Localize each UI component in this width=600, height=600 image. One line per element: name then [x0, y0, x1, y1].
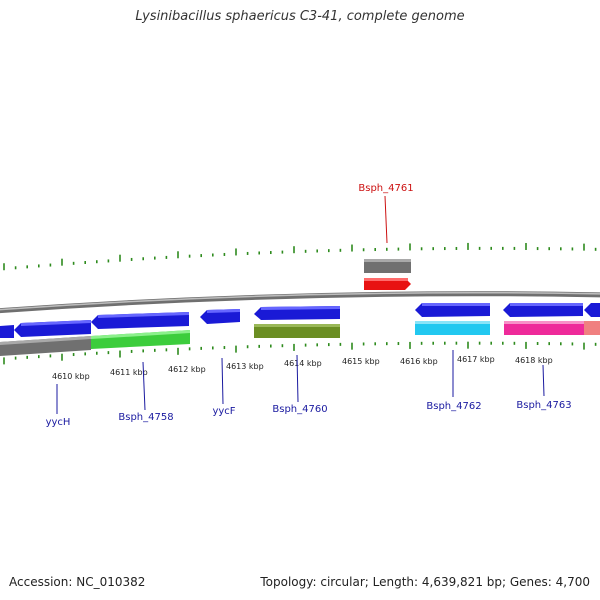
gene-arrow-1[interactable] — [0, 325, 14, 338]
feature-bar-gray[interactable] — [0, 336, 91, 356]
line-Bsph_4763 — [542, 364, 545, 397]
pos-label-4612: 4612 kbp — [168, 365, 206, 374]
gene-arrow-Bsph_4763[interactable] — [503, 303, 583, 317]
line-Bsph_4761 — [384, 195, 388, 244]
pos-label-4618: 4618 kbp — [515, 356, 553, 365]
pos-label-4616: 4616 kbp — [400, 357, 438, 366]
position-labels: 4610 kbp 4611 kbp 4612 kbp 4613 kbp 4614… — [52, 355, 553, 381]
gene-arrow-yycF[interactable] — [200, 309, 240, 324]
gene-arrow-Bsph_4760[interactable] — [254, 306, 340, 320]
gene-label-Bsph_4761[interactable]: Bsph_4761 — [358, 183, 413, 194]
bottom-tick-track — [3, 341, 597, 365]
gene-label-Bsph_4758[interactable]: Bsph_4758 — [118, 412, 173, 423]
line-yycF — [221, 357, 224, 405]
feature-bar-edge[interactable] — [584, 321, 600, 335]
pos-label-4614: 4614 kbp — [284, 359, 322, 368]
gene-arrow-Bsph_4762[interactable] — [415, 303, 490, 317]
feature-bar-Bsph_4762[interactable] — [415, 321, 490, 335]
pos-label-4611: 4611 kbp — [110, 368, 148, 377]
pos-label-4613: 4613 kbp — [226, 362, 264, 371]
gene-label-Bsph_4760[interactable]: Bsph_4760 — [272, 404, 327, 415]
feature-bar-Bsph_4763[interactable] — [504, 321, 584, 335]
line-Bsph_4760 — [296, 354, 299, 403]
gene-Bsph_4761-red[interactable] — [364, 278, 411, 290]
gene-label-lines — [56, 195, 545, 414]
feature-bar-Bsph_4758[interactable] — [91, 330, 190, 349]
gene-labels: yycH Bsph_4758 yycF Bsph_4760 Bsph_4761 … — [46, 183, 572, 428]
pos-label-4615: 4615 kbp — [342, 357, 380, 366]
gene-label-yycF[interactable]: yycF — [212, 406, 235, 417]
gene-Bsph_4761-gray[interactable] — [364, 259, 411, 273]
genome-backbone-highlight — [0, 291, 600, 311]
gene-label-yycH[interactable]: yycH — [46, 417, 71, 428]
accession-text: Accession: NC_010382 — [9, 575, 146, 589]
gene-arrow-yycH[interactable] — [14, 320, 91, 337]
feature-bar-Bsph_4760[interactable] — [254, 324, 340, 338]
gene-arrow-edge[interactable] — [584, 303, 600, 317]
pos-label-4610: 4610 kbp — [52, 372, 90, 381]
genome-backbone — [0, 291, 600, 314]
line-Bsph_4758 — [142, 361, 146, 411]
genome-summary-text: Topology: circular; Length: 4,639,821 bp… — [260, 575, 590, 589]
pos-label-4617: 4617 kbp — [457, 355, 495, 364]
gene-arrow-Bsph_4758[interactable] — [91, 312, 189, 329]
gene-label-Bsph_4762[interactable]: Bsph_4762 — [426, 401, 481, 412]
genome-title: Lysinibacillus sphaericus C3-41, complet… — [135, 9, 465, 24]
top-tick-track — [3, 242, 597, 271]
gene-label-Bsph_4763[interactable]: Bsph_4763 — [516, 400, 571, 411]
